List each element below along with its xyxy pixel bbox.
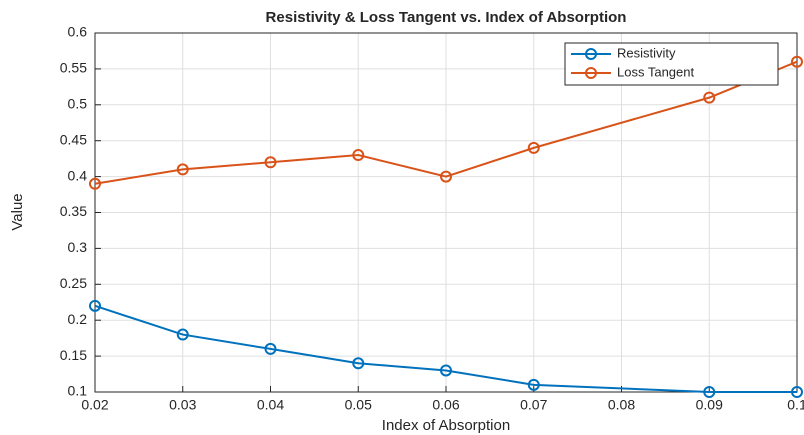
data-point	[89, 299, 101, 312]
legend-label: Resistivity	[617, 45, 676, 60]
axes-box	[94, 32, 798, 393]
x-axis-label: Index of Absorption	[382, 417, 510, 434]
legend-box	[564, 42, 779, 86]
x-tick-label: 0.03	[169, 397, 196, 413]
data-point	[176, 163, 189, 176]
data-point	[791, 386, 803, 398]
y-tick-label: 0.15	[60, 347, 87, 363]
data-point	[440, 170, 452, 183]
x-tick-label: 0.06	[432, 397, 459, 413]
x-tick-label: 0.09	[696, 397, 723, 413]
legend-label: Loss Tangent	[617, 64, 694, 79]
chart-title: Resistivity & Loss Tangent vs. Index of …	[266, 9, 627, 26]
x-tick-label: 0.02	[81, 397, 108, 413]
y-tick-label: 0.6	[68, 24, 88, 40]
legend-marker	[585, 48, 597, 60]
data-point	[89, 177, 101, 190]
data-point	[264, 156, 277, 169]
y-axis-label: Value	[9, 193, 26, 230]
y-tick-label: 0.2	[68, 311, 88, 327]
x-tick-label: 0.08	[608, 397, 635, 413]
y-tick-label: 0.5	[68, 96, 88, 112]
data-point	[176, 328, 189, 341]
data-point	[440, 364, 452, 377]
y-tick-label: 0.3	[68, 239, 88, 255]
y-tick-label: 0.35	[60, 203, 87, 219]
data-point	[352, 149, 365, 162]
data-point	[703, 386, 716, 398]
series-line	[94, 60, 798, 185]
y-tick-label: 0.4	[68, 167, 88, 183]
data-point	[264, 342, 277, 355]
x-tick-label: 0.05	[345, 397, 372, 413]
data-point	[527, 378, 540, 391]
series-line	[94, 304, 797, 393]
y-tick-label: 0.55	[60, 60, 87, 76]
y-tick-label: 0.1	[68, 383, 88, 399]
x-tick-label: 0.04	[257, 397, 284, 413]
data-point	[791, 55, 803, 68]
y-tick-label: 0.25	[60, 275, 87, 291]
x-tick-label: 0.07	[520, 397, 547, 413]
legend: Resistivity Loss Tangent	[564, 42, 779, 86]
y-tick-label: 0.45	[60, 131, 87, 147]
data-point	[703, 91, 716, 104]
data-point	[527, 141, 540, 154]
x-tick-label: 0.1	[787, 397, 804, 413]
legend-marker	[585, 67, 597, 79]
data-point	[352, 357, 365, 370]
